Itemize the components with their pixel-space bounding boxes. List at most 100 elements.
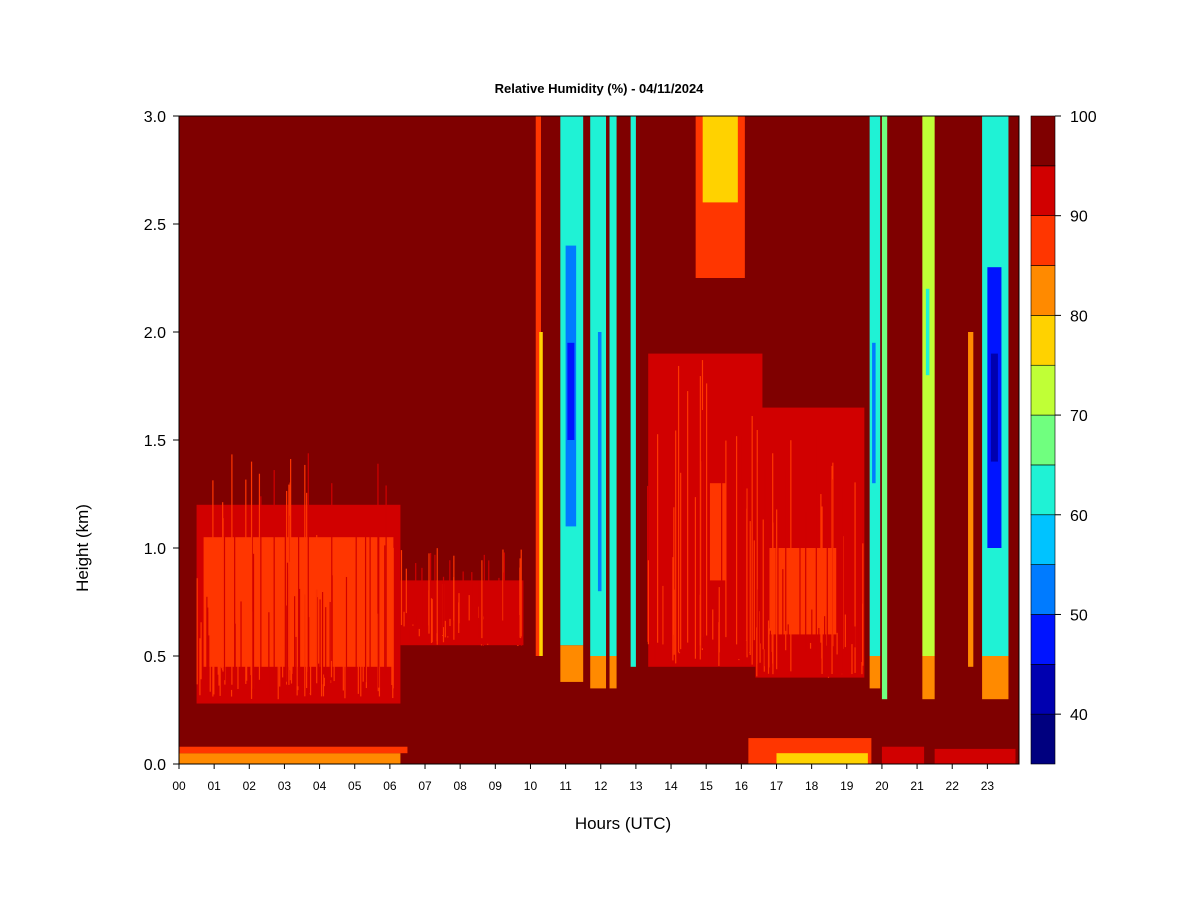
heatmap-cell: [535, 116, 542, 656]
heatmap-streak: [447, 636, 449, 638]
heatmap-streak: [345, 576, 348, 692]
heatmap-streak: [836, 632, 838, 655]
y-tick-label: 0.5: [144, 649, 166, 666]
heatmap-streak: [654, 597, 656, 662]
heatmap-streak: [405, 568, 407, 614]
x-tick-label: 02: [243, 779, 257, 793]
heatmap-streak: [675, 430, 677, 664]
heatmap-cell: [560, 645, 584, 682]
heatmap-streak: [740, 435, 742, 638]
heatmap-streak: [451, 634, 454, 636]
colorbar-level: [1030, 364, 1056, 416]
heatmap-streak: [392, 547, 394, 689]
y-tick-label: 0.0: [144, 757, 166, 774]
heatmap-cell: [609, 116, 617, 656]
colorbar-level: [1030, 664, 1056, 715]
heatmap-streak: [718, 622, 720, 666]
heatmap-streak: [430, 598, 433, 644]
heatmap-cell: [922, 116, 935, 656]
heatmap-streak: [694, 663, 697, 665]
x-tick-label: 09: [489, 779, 503, 793]
y-tick-label: 2.5: [144, 217, 166, 234]
heatmap-streak: [316, 535, 318, 684]
heatmap-streak: [437, 607, 439, 616]
heatmap-streak: [365, 654, 368, 689]
x-tick-label: 12: [594, 779, 608, 793]
x-tick-label: 21: [910, 779, 924, 793]
x-tick-label: 19: [840, 779, 854, 793]
heatmap-streak: [728, 498, 730, 664]
colorbar-level: [1030, 165, 1056, 216]
heatmap-streak: [799, 538, 801, 666]
heatmap-streak: [772, 453, 774, 664]
heatmap-streak: [378, 558, 381, 697]
heatmap-streak: [826, 529, 828, 648]
heatmap-streak: [212, 480, 214, 697]
heatmap-cell: [990, 353, 998, 462]
heatmap-streak: [415, 563, 417, 620]
heatmap-streak: [482, 644, 484, 646]
heatmap-streak: [231, 454, 233, 685]
heatmap-cell: [702, 116, 738, 203]
y-tick-label: 1.5: [144, 433, 166, 450]
heatmap-streak: [762, 519, 764, 650]
heatmap-streak: [436, 633, 438, 642]
heatmap-cell: [567, 342, 575, 440]
heatmap-cell: [709, 483, 726, 581]
heatmap-streak: [391, 618, 393, 686]
heatmap-streak: [757, 462, 760, 668]
y-axis: 0.0 0.5 1.0 1.5 2.0 2.5 3.0: [144, 109, 180, 774]
heatmap-cell: [755, 407, 865, 678]
heatmap-cell: [881, 746, 925, 764]
colorbar-tick-label: 60: [1070, 508, 1088, 525]
x-tick-label: 07: [418, 779, 432, 793]
heatmap-streak: [251, 508, 253, 672]
heatmap-streak: [316, 597, 318, 690]
heatmap-streak: [647, 560, 649, 645]
heatmap-streak: [498, 577, 500, 643]
heatmap-streak: [742, 478, 745, 666]
heatmap-streak: [369, 512, 371, 681]
heatmap-streak: [468, 595, 470, 621]
heatmap-streak: [436, 548, 438, 645]
colorbar: 40 50 60 70 80 90 100: [1030, 109, 1097, 765]
heatmap-streak: [296, 559, 298, 696]
heatmap-streak: [237, 568, 239, 689]
x-tick-label: 11: [559, 779, 572, 793]
chart-title: Relative Humidity (%) - 04/11/2024: [495, 81, 705, 96]
heatmap-streak: [284, 532, 286, 669]
heatmap-streak: [808, 650, 810, 663]
heatmap-streak: [694, 497, 696, 659]
heatmap-streak: [378, 532, 380, 688]
heatmap-streak: [818, 627, 820, 655]
heatmap-streak: [307, 453, 309, 679]
heatmap-streak: [221, 588, 223, 669]
heatmap-streak: [668, 365, 670, 660]
x-tick-label: 22: [946, 779, 960, 793]
heatmap-streak: [811, 609, 813, 650]
colorbar-tick-label: 90: [1070, 209, 1088, 226]
heatmap-streak: [680, 472, 682, 650]
heatmap-streak: [807, 675, 810, 677]
heatmap-streak: [862, 543, 864, 666]
heatmap-streak: [306, 492, 308, 672]
colorbar-tick-label: 100: [1070, 109, 1097, 126]
heatmap-streak: [746, 488, 748, 658]
heatmap-cell: [280, 569, 369, 646]
heatmap-streak: [858, 592, 860, 655]
heatmap-streak: [286, 490, 288, 685]
heatmap-streak: [738, 659, 740, 661]
heatmap-streak: [854, 626, 856, 648]
heatmap-streak: [851, 644, 853, 675]
heatmap-streak: [279, 643, 281, 687]
heatmap-streak: [206, 611, 209, 688]
heatmap-streak: [488, 560, 490, 634]
heatmap-streak: [519, 558, 521, 638]
heatmap-streak: [701, 410, 704, 649]
heatmap-streak: [706, 383, 708, 636]
heatmap-streak: [230, 698, 232, 700]
y-tick-label: 3.0: [144, 109, 166, 126]
heatmap-streak: [449, 560, 451, 622]
heatmap-streak: [748, 476, 750, 663]
heatmap-streak: [431, 599, 433, 643]
